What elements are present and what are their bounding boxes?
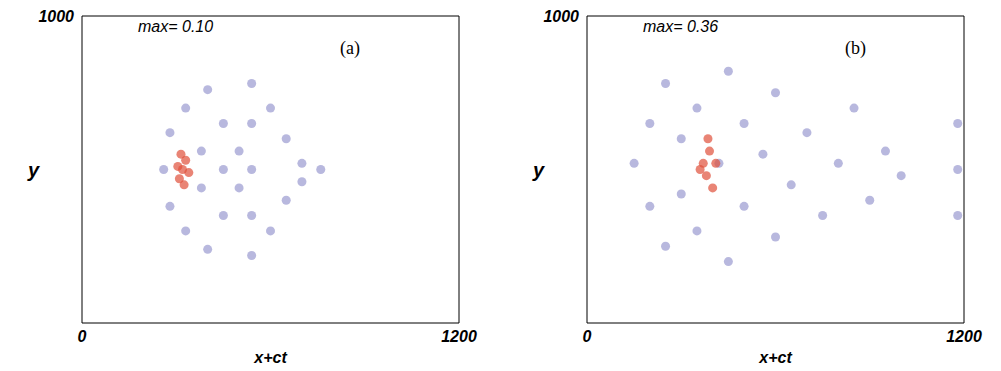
svg-text:x+ct: x+ct [758, 349, 792, 365]
html-text:(b): (b) [845, 38, 866, 58]
svg-text:1000: 1000 [38, 8, 74, 25]
svg-text:0: 0 [78, 328, 87, 345]
svg-text:y: y [27, 159, 40, 181]
svg-text:1200: 1200 [441, 328, 477, 345]
svg-text:y: y [532, 159, 545, 181]
svg-text:1200: 1200 [946, 328, 982, 345]
html-text:max= 0.36: max= 0.36 [643, 18, 719, 35]
html-text:(a): (a) [340, 38, 360, 58]
html-text:max= 0.10: max= 0.10 [138, 18, 214, 35]
svg-text:1000: 1000 [543, 8, 579, 25]
svg-text:x+ct: x+ct [253, 349, 287, 365]
svg-text:0: 0 [583, 328, 592, 345]
